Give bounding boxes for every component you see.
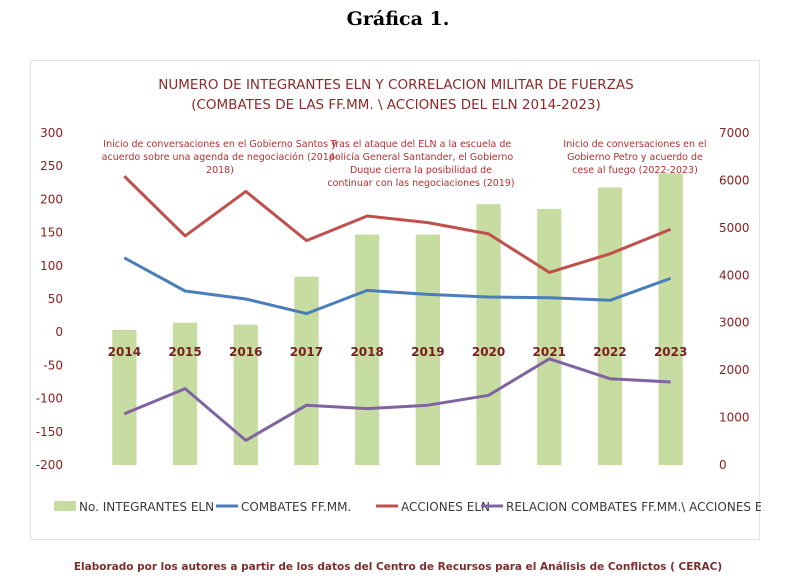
legend-swatch-bar xyxy=(54,501,76,511)
y-left-tick: -50 xyxy=(43,358,63,372)
x-tick-2023: 2023 xyxy=(654,345,687,359)
annotation-3-line-2: Gobierno Petro y acuerdo de xyxy=(567,152,703,163)
y-left-tick: 250 xyxy=(40,159,63,173)
x-tick-2016: 2016 xyxy=(229,345,262,359)
y-right-tick: 0 xyxy=(719,458,727,472)
annotation-2-line-1: Tras el ataque del ELN a la escuela de xyxy=(330,139,512,150)
x-tick-2014: 2014 xyxy=(108,345,141,359)
x-tick-2018: 2018 xyxy=(350,345,383,359)
annotation-3-line-1: Inicio de conversaciones en el xyxy=(563,139,706,150)
y-left-tick: 100 xyxy=(40,259,63,273)
y-right-tick: 6000 xyxy=(719,173,750,187)
source-note: Elaborado por los autores a partir de lo… xyxy=(73,561,723,573)
chart-frame: NUMERO DE INTEGRANTES ELN Y CORRELACION … xyxy=(30,60,761,540)
y-left-tick: -150 xyxy=(36,425,63,439)
y-left-tick: 150 xyxy=(40,226,63,240)
bar-integrantes-2019 xyxy=(415,234,440,465)
y-left-tick: -200 xyxy=(36,458,63,472)
bar-integrantes-2014 xyxy=(112,329,137,465)
y-right-tick: 5000 xyxy=(719,221,750,235)
x-tick-2021: 2021 xyxy=(533,345,566,359)
y-left-tick: 300 xyxy=(40,126,63,140)
y-right-tick: 4000 xyxy=(719,268,750,282)
annotation-1-line-3: 2018) xyxy=(206,165,234,176)
chart-title-line-1: NUMERO DE INTEGRANTES ELN Y CORRELACION … xyxy=(158,77,633,93)
bar-integrantes-2021 xyxy=(537,208,562,465)
y-right-tick: 3000 xyxy=(719,316,750,330)
x-tick-2020: 2020 xyxy=(472,345,505,359)
x-tick-2017: 2017 xyxy=(290,345,323,359)
legend-label: No. INTEGRANTES ELN xyxy=(79,500,214,514)
line-combates-ff-mm xyxy=(123,256,672,316)
y-left-tick: 0 xyxy=(55,325,63,339)
figure-heading: Gráfica 1. xyxy=(346,8,450,30)
y-left-tick: 200 xyxy=(40,192,63,206)
line-acciones-eln xyxy=(123,175,672,274)
annotation-1-line-2: acuerdo sobre una agenda de negociación … xyxy=(102,152,339,163)
bar-integrantes-2023 xyxy=(658,173,683,466)
legend-label: RELACION COMBATES FF.MM.\ ACCIONES ELN xyxy=(506,500,761,514)
annotation-3-line-3: cese al fuego (2022-2023) xyxy=(572,165,698,176)
annotation-2-line-4: continuar con las negociaciones (2019) xyxy=(327,178,514,189)
legend-label: ACCIONES ELN xyxy=(401,500,490,514)
bar-integrantes-2018 xyxy=(355,234,380,465)
y-right-tick: 1000 xyxy=(719,411,750,425)
combo-chart: NUMERO DE INTEGRANTES ELN Y CORRELACION … xyxy=(36,77,761,514)
legend-label: COMBATES FF.MM. xyxy=(241,500,351,514)
y-right-tick: 7000 xyxy=(719,126,750,140)
y-left-tick: -100 xyxy=(36,392,63,406)
bar-integrantes-2022 xyxy=(597,187,623,465)
annotation-2-line-3: Duque cierra la posibilidad de xyxy=(350,165,492,176)
line-relacion-combates-ff-mm-acciones-eln xyxy=(123,357,671,442)
y-right-tick: 2000 xyxy=(719,363,750,377)
chart-title-line-2: (COMBATES DE LAS FF.MM. \ ACCIONES DEL E… xyxy=(191,97,601,113)
y-left-tick: 50 xyxy=(48,292,63,306)
x-tick-2019: 2019 xyxy=(411,345,444,359)
bar-integrantes-2017 xyxy=(294,276,319,465)
x-tick-2022: 2022 xyxy=(593,345,626,359)
annotation-1-line-1: Inicio de conversaciones en el Gobierno … xyxy=(103,139,337,150)
x-tick-2015: 2015 xyxy=(168,345,201,359)
annotation-2-line-2: policía General Santander, el Gobierno xyxy=(329,152,513,163)
bar-integrantes-2020 xyxy=(476,204,501,465)
